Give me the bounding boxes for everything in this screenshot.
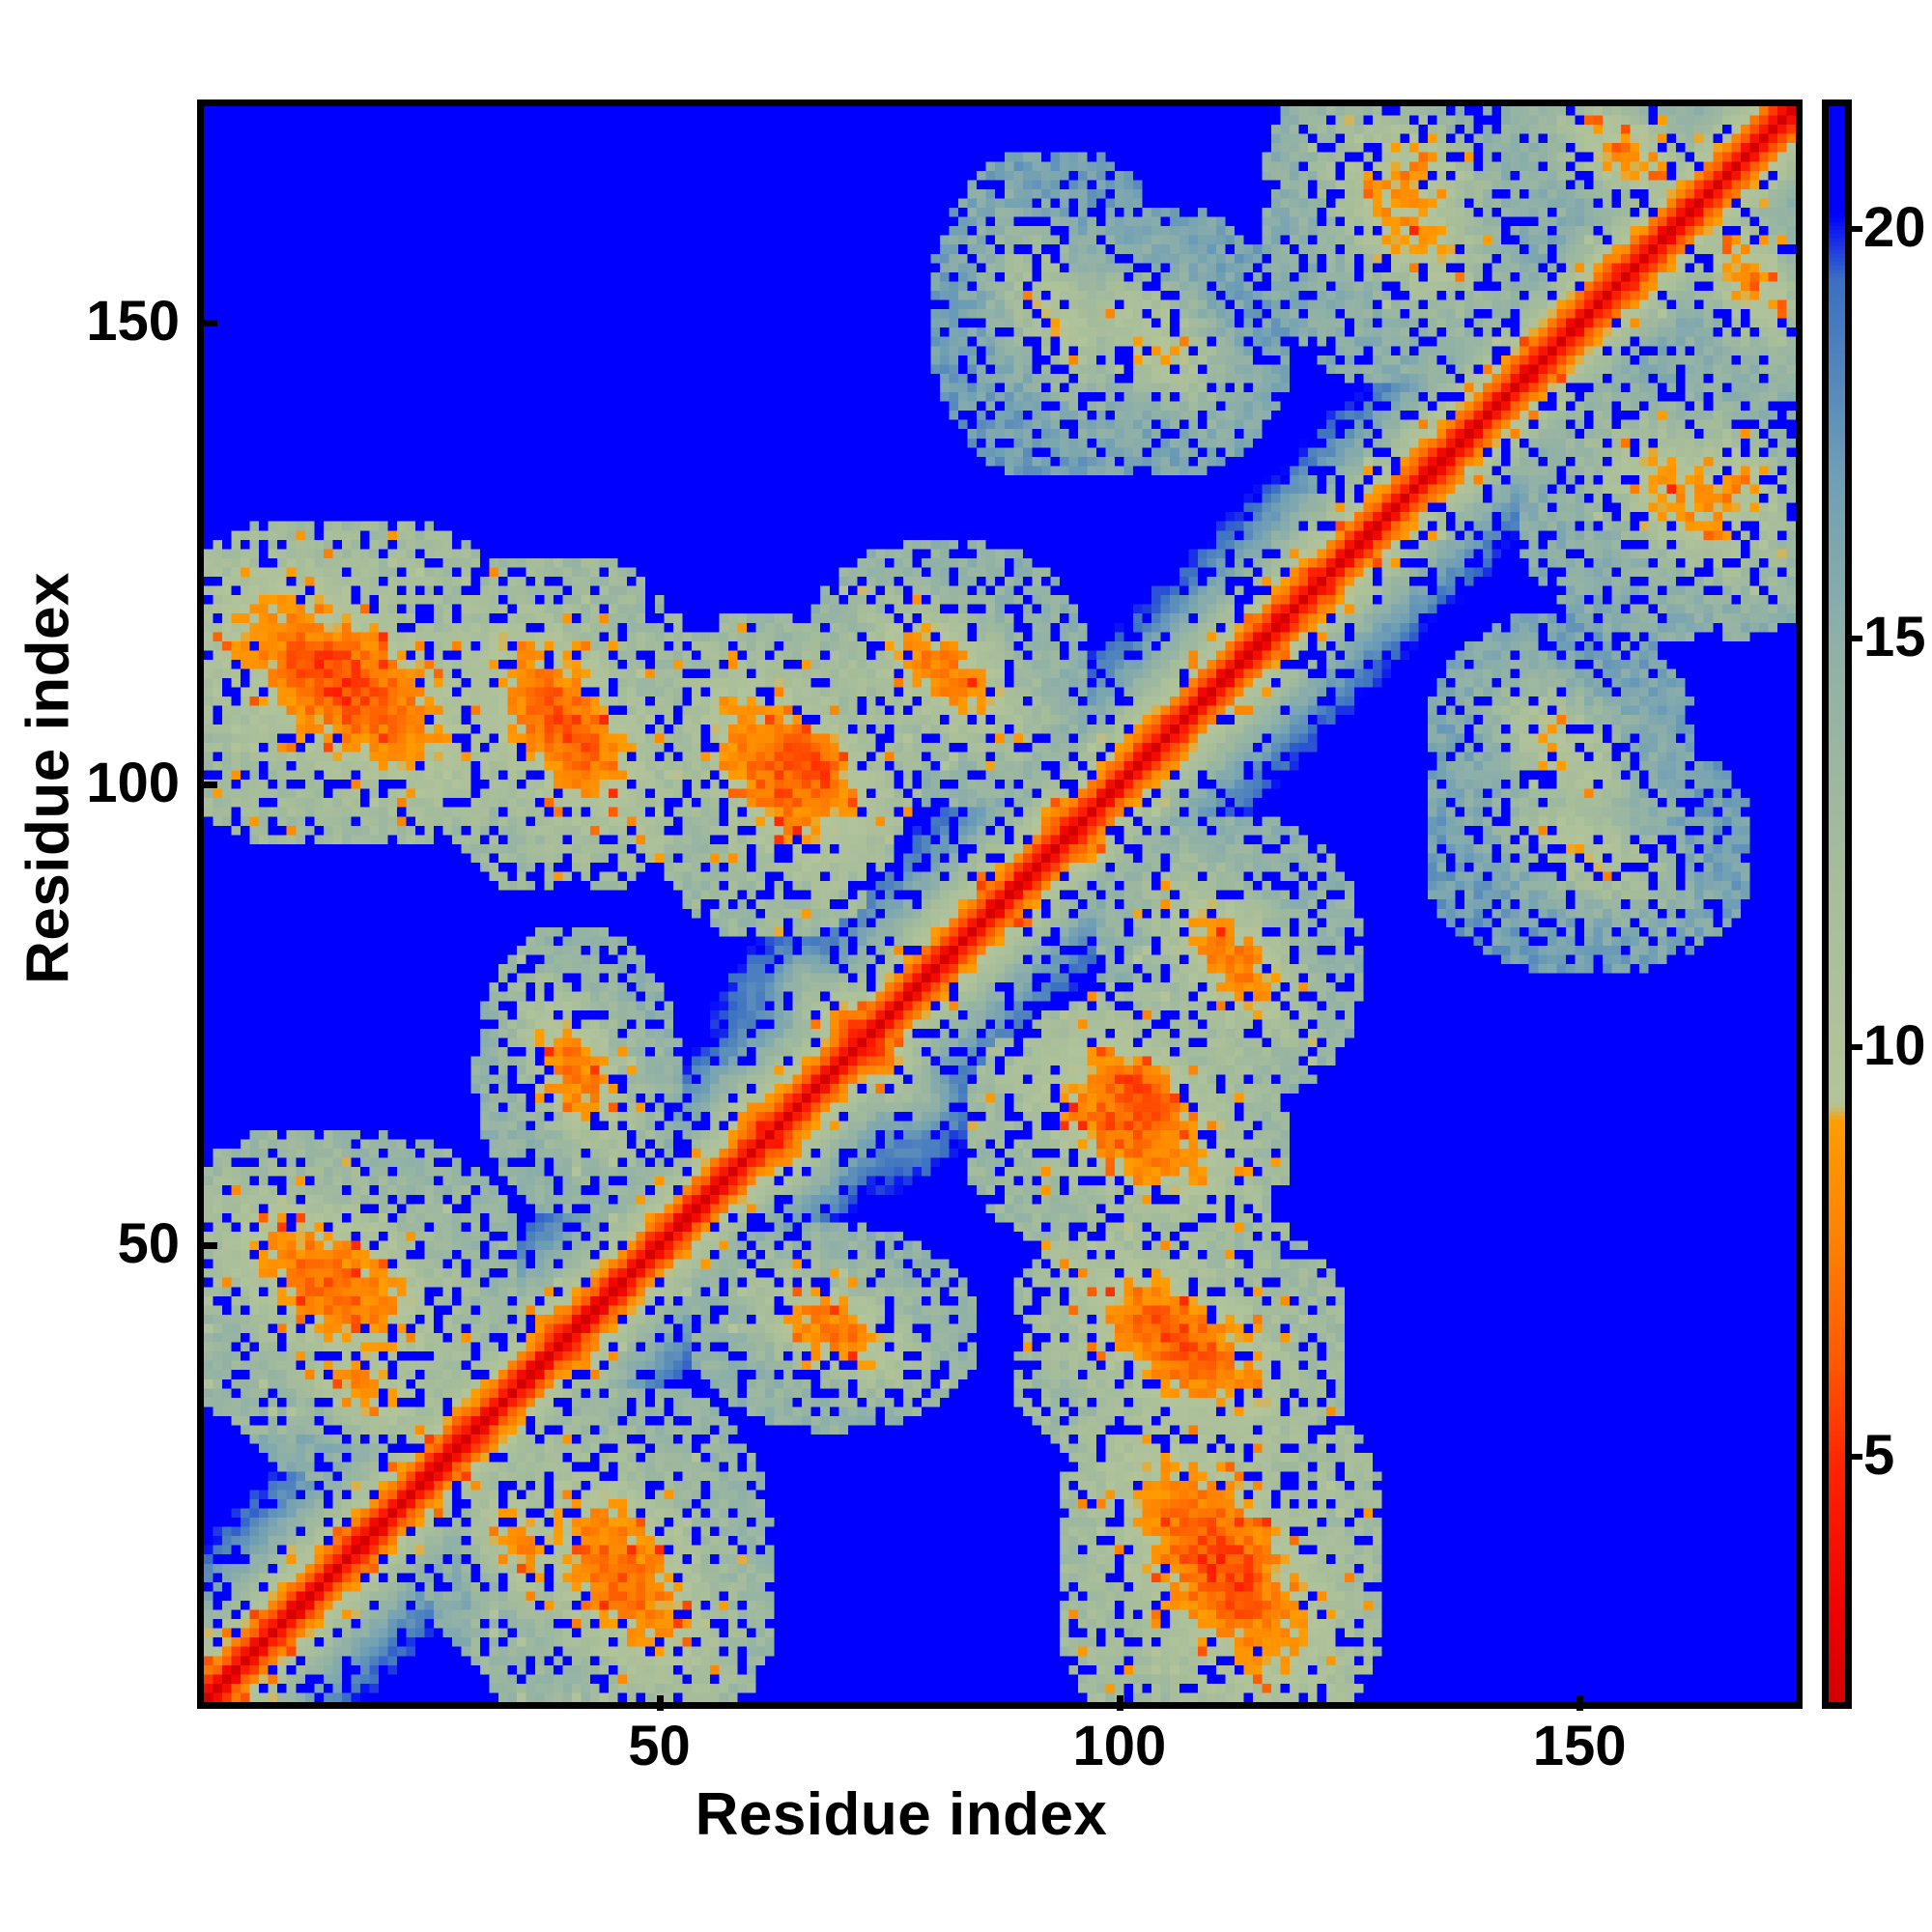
colorbar (1822, 99, 1852, 1709)
colorbar-tick-mark (1848, 635, 1862, 641)
y-tick-mark (202, 1242, 217, 1250)
y-tick-label: 50 (117, 1212, 180, 1276)
colorbar-tick-label: 15 (1863, 605, 1926, 668)
colorbar-tick-mark (1848, 1044, 1862, 1051)
x-axis-title: Residue index (695, 1781, 1108, 1848)
x-tick-mark (656, 1695, 664, 1711)
y-tick-mark (202, 320, 217, 327)
y-tick-mark (202, 781, 217, 788)
heatmap-canvas (204, 106, 1796, 1702)
x-tick-mark (1116, 1695, 1123, 1711)
colorbar-tick-mark (1848, 226, 1862, 233)
colorbar-gradient (1829, 106, 1845, 1702)
colorbar-tick-label: 5 (1863, 1423, 1895, 1487)
colorbar-tick-label: 10 (1863, 1014, 1926, 1078)
y-tick-label: 150 (86, 290, 180, 354)
x-tick-label: 50 (628, 1715, 691, 1777)
y-axis-title: Residue index (14, 572, 82, 984)
x-tick-label: 150 (1532, 1715, 1627, 1777)
colorbar-tick-label: 20 (1863, 196, 1926, 260)
x-tick-label: 100 (1072, 1715, 1167, 1777)
y-tick-label: 100 (86, 751, 180, 814)
x-tick-mark (1577, 1695, 1584, 1711)
heatmap-plot-area (197, 99, 1803, 1709)
colorbar-tick-mark (1848, 1453, 1862, 1460)
